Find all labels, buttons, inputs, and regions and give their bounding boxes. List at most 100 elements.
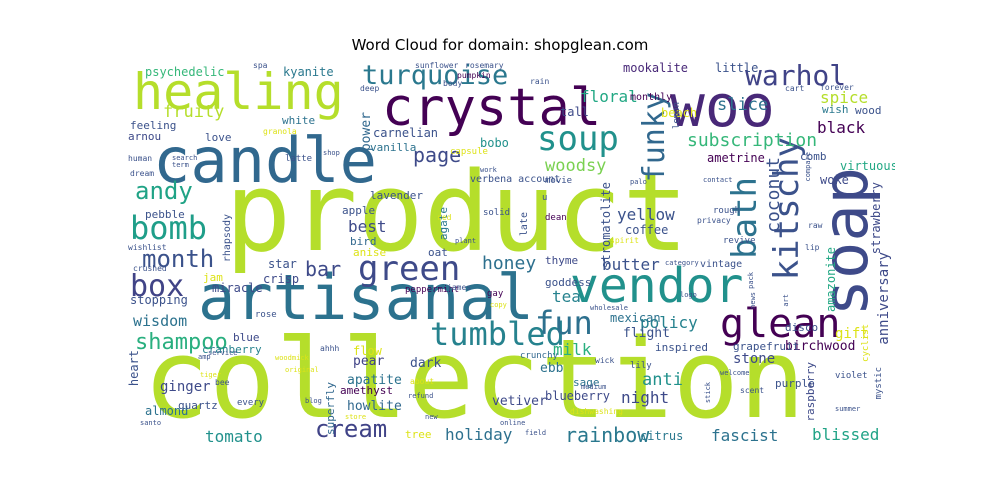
word: search <box>172 154 198 162</box>
word: agate <box>437 207 450 241</box>
word: strawberry <box>869 182 883 255</box>
word: capsule <box>450 147 488 157</box>
word: flow <box>353 344 382 358</box>
word: u <box>542 193 548 203</box>
word: crisp <box>263 272 300 286</box>
word: bee <box>215 378 230 387</box>
word: body <box>443 79 463 88</box>
word: tomato <box>205 427 263 446</box>
word: copy <box>490 301 507 309</box>
word: amazonite <box>824 247 838 313</box>
word: rosemary <box>465 62 504 70</box>
word: forever <box>820 83 854 92</box>
word: shampoo <box>135 330 228 355</box>
word: pear <box>353 354 385 369</box>
word: best <box>348 217 387 236</box>
word: page <box>413 143 462 167</box>
word: candle <box>153 124 377 197</box>
word: about <box>410 377 435 386</box>
word: citrus <box>640 429 684 443</box>
word: lip <box>805 243 820 252</box>
word: soup <box>537 119 619 159</box>
word: bomb <box>130 209 208 247</box>
word: subscription <box>687 130 818 151</box>
word: peppermint <box>405 285 460 295</box>
word: tea <box>552 287 581 306</box>
word: vetiver <box>492 394 547 409</box>
word: news <box>749 292 757 309</box>
word: stopping <box>130 293 188 307</box>
word: beach <box>661 106 698 120</box>
word: rhapsody <box>222 214 233 263</box>
word: new <box>425 413 438 421</box>
word: compare <box>804 152 812 182</box>
chart-title: Word Cloud for domain: shopglean.com <box>351 36 649 54</box>
word: quartz <box>178 399 218 412</box>
word: field <box>525 429 547 437</box>
word: pebble <box>145 208 185 221</box>
word: crushed <box>133 264 167 273</box>
word: woo <box>670 72 775 140</box>
word: solid <box>483 208 511 218</box>
word: sage <box>573 376 600 389</box>
word: monthly <box>630 92 673 103</box>
word: blog <box>305 397 322 405</box>
word: work <box>480 166 497 174</box>
word: blueberry <box>545 389 611 403</box>
word: coffee <box>625 223 669 237</box>
word: pumpkin <box>457 71 491 80</box>
word: gift <box>835 326 869 342</box>
word: glean <box>720 301 841 347</box>
word: human <box>128 154 153 163</box>
word: bar <box>305 257 342 281</box>
word: birchwood <box>785 339 856 354</box>
word: fruity <box>163 102 225 122</box>
word: almond <box>145 404 189 418</box>
word: flight <box>623 326 670 341</box>
word: mexican <box>610 311 661 325</box>
word: howlite <box>347 399 402 414</box>
word: purple <box>775 377 815 390</box>
word: feeling <box>130 119 177 132</box>
word: crunchy <box>520 351 558 361</box>
word: vintage <box>700 259 743 270</box>
word: verbena account <box>470 174 561 185</box>
word: tiger <box>200 371 222 379</box>
word: plant <box>455 237 477 245</box>
word: heart <box>127 350 141 387</box>
word: ahhh <box>320 344 340 353</box>
word: coconut <box>763 157 784 233</box>
word: inspired <box>655 341 708 354</box>
word: wisdom <box>133 312 188 330</box>
word: contact <box>703 176 733 184</box>
word: palo <box>630 178 647 186</box>
word: santo <box>140 419 162 427</box>
word: original <box>285 366 319 374</box>
word: white <box>282 114 316 127</box>
word: product <box>225 148 689 276</box>
word: spice <box>820 88 869 107</box>
word: late <box>519 212 530 237</box>
word: crystal <box>382 78 602 138</box>
word: category <box>665 259 699 267</box>
word: vanilla <box>370 141 417 154</box>
word: art <box>782 294 790 307</box>
word: spirit <box>610 236 639 245</box>
word: anise <box>353 246 387 259</box>
word: box <box>130 269 185 304</box>
word: kyanite <box>283 65 334 79</box>
word: star <box>268 257 297 271</box>
word: lily <box>630 361 652 371</box>
word: apple <box>342 204 376 217</box>
word: logo <box>680 291 697 299</box>
word: rain <box>530 77 550 86</box>
word: superfly <box>324 382 337 435</box>
word: carnelian <box>373 126 439 140</box>
word: month <box>142 245 215 273</box>
word: woke <box>820 173 849 187</box>
word: power <box>359 112 374 152</box>
word: milk <box>553 340 592 359</box>
word: green <box>358 249 461 289</box>
word: cream <box>315 415 388 443</box>
word: mookalite <box>623 62 689 75</box>
